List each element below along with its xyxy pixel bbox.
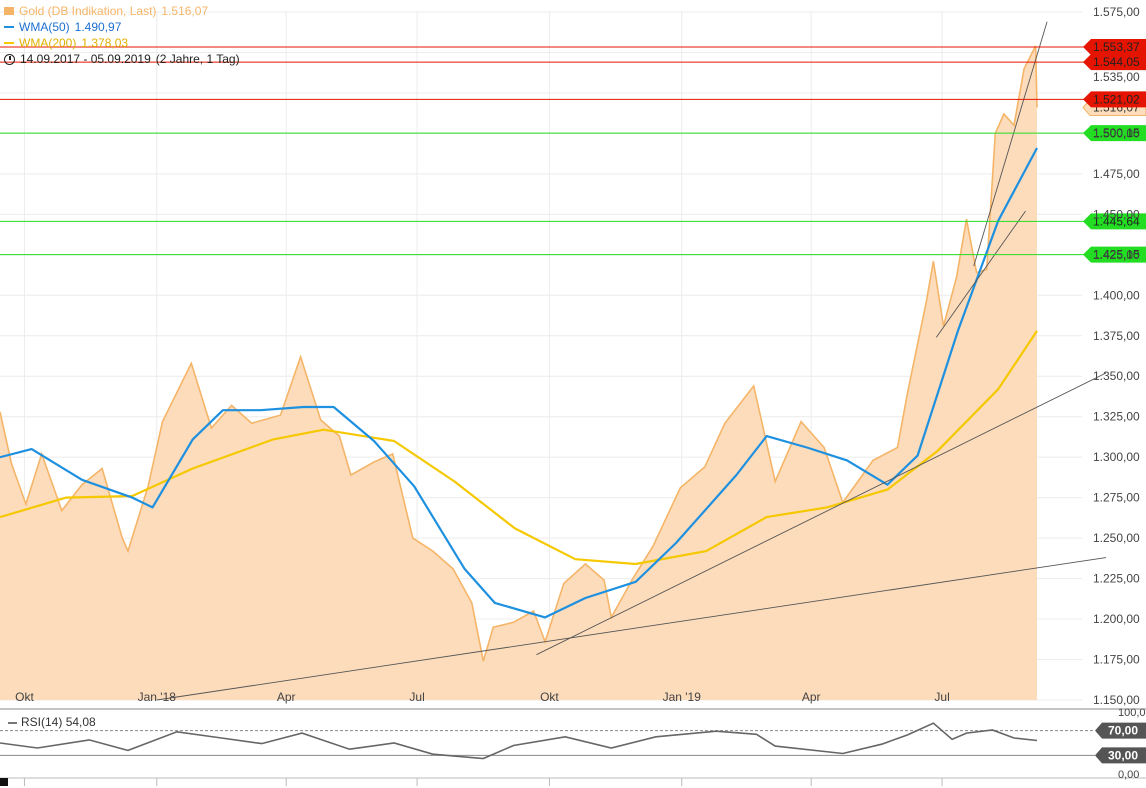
- axis-tick-label: 1.225,00: [1093, 572, 1140, 586]
- axis-tick-label: 1.535,00: [1093, 70, 1140, 84]
- clock-icon: [4, 53, 15, 65]
- corner-marker: [0, 778, 8, 786]
- axis-tick-label: Jul: [934, 690, 949, 704]
- axis-tick-label: Jul: [409, 690, 424, 704]
- axis-tick-label: 1.200,00: [1093, 612, 1140, 626]
- legend-gold: Gold (DB Indikation, Last) 1.516,07: [4, 3, 240, 19]
- axis-tick-label: 1.575,00: [1093, 5, 1140, 19]
- level-label: 1.425,15: [1093, 248, 1140, 262]
- rsi-level-tag: [1095, 722, 1146, 739]
- wma50-line: [0, 147, 1038, 619]
- rsi-value: 54,08: [65, 715, 96, 729]
- axis-tick-label: Okt: [15, 690, 34, 704]
- level-tag: [1083, 39, 1146, 56]
- rsi-axis-label: 0,00: [1118, 769, 1139, 781]
- line-icon: [4, 42, 14, 44]
- rsi-level-label: 70,00: [1108, 724, 1138, 738]
- axis-tick-label: 1.400,00: [1093, 288, 1140, 302]
- legend-wma50-value: 1.490,97: [74, 20, 122, 34]
- level-label: 1.445,64: [1093, 214, 1140, 228]
- axis-tick-label: 1.450,00: [1093, 207, 1140, 221]
- chart-legend: Gold (DB Indikation, Last) 1.516,07 WMA(…: [4, 3, 240, 67]
- axis-tick-label: 1.425,00: [1093, 248, 1140, 262]
- axis-tick-label: 1.300,00: [1093, 450, 1140, 464]
- legend-range-detail: (2 Jahre, 1 Tag): [155, 52, 240, 66]
- legend-wma200-value: 1.378,03: [81, 36, 129, 50]
- rsi-name: RSI(14): [21, 715, 63, 729]
- axis-tick-label: 1.275,00: [1093, 491, 1140, 505]
- area-icon: [4, 7, 14, 15]
- level-label: 1.500,15: [1093, 126, 1140, 140]
- trend-line: [935, 210, 1026, 338]
- axis-tick-label: Apr: [802, 690, 821, 704]
- axis-tick-label: 1.375,00: [1093, 329, 1140, 343]
- trend-line: [536, 372, 1107, 656]
- line-icon: [8, 721, 17, 724]
- legend-range: 14.09.2017 - 05.09.2019 (2 Jahre, 1 Tag): [4, 51, 240, 67]
- axis-tick-label: 1.475,00: [1093, 167, 1140, 181]
- level-label: 1.544,05: [1093, 55, 1140, 69]
- axis-tick-label: 1.250,00: [1093, 531, 1140, 545]
- rsi-axis-label: 100,00: [1118, 707, 1146, 719]
- legend-gold-label: Gold (DB Indikation, Last): [19, 4, 157, 18]
- rsi-level-label: 30,00: [1108, 748, 1138, 762]
- axis-tick-label: Jan '18: [138, 690, 177, 704]
- legend-range-dates: 14.09.2017 - 05.09.2019: [20, 52, 151, 66]
- legend-wma50-label: WMA(50): [19, 20, 70, 34]
- axis-tick-label: 1.500,00: [1093, 126, 1140, 140]
- trend-line: [156, 557, 1107, 701]
- level-label: 1.553,37: [1093, 40, 1140, 54]
- level-tag: [1083, 125, 1146, 142]
- axis-tick-label: Okt: [540, 690, 559, 704]
- wma200-line: [0, 330, 1038, 566]
- legend-gold-value: 1.516,07: [161, 4, 209, 18]
- gold-area-fill: [0, 46, 1037, 700]
- axis-tick-label: 1.325,00: [1093, 410, 1140, 424]
- axis-tick-label: Jan '19: [663, 690, 702, 704]
- level-tag: [1083, 91, 1146, 108]
- axis-tick-label: Apr: [277, 690, 296, 704]
- level-tag: [1083, 246, 1146, 263]
- rsi-level-tag: [1095, 747, 1146, 764]
- line-icon: [4, 26, 14, 28]
- rsi-legend: RSI(14) 54,08: [8, 715, 96, 729]
- axis-tick-label: 1.175,00: [1093, 653, 1140, 667]
- rsi-line: [0, 722, 1038, 760]
- legend-wma200: WMA(200) 1.378,03: [4, 35, 240, 51]
- level-tag: [1083, 54, 1146, 71]
- level-tag: [1083, 213, 1146, 230]
- axis-tick-label: 1.350,00: [1093, 369, 1140, 383]
- legend-wma200-label: WMA(200): [19, 36, 77, 50]
- axis-tick-label: 1.150,00: [1093, 693, 1140, 707]
- level-label: 1.521,02: [1093, 92, 1140, 106]
- legend-wma50: WMA(50) 1.490,97: [4, 19, 240, 35]
